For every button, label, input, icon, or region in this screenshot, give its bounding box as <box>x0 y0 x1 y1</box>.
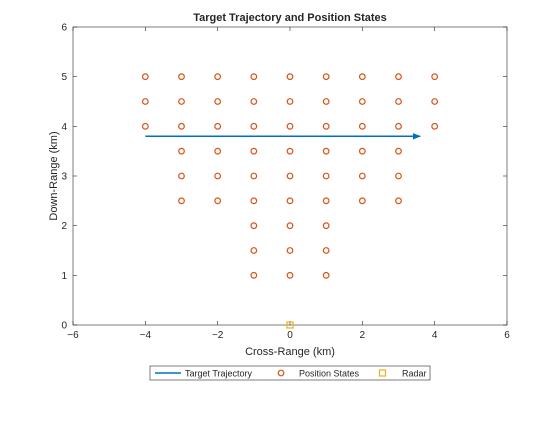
y-tick-label: 4 <box>61 122 67 133</box>
position-state-point <box>395 122 402 130</box>
position-state-point <box>395 147 402 155</box>
position-state-point <box>214 98 222 105</box>
position-state-point <box>178 98 185 105</box>
x-tick-label: 6 <box>504 330 510 341</box>
position-state-point <box>286 247 294 254</box>
y-tick-label: 1 <box>61 271 67 282</box>
position-state-point <box>178 147 185 155</box>
x-axis-label: Cross-Range (km) <box>245 346 335 358</box>
position-state-point <box>250 172 258 180</box>
position-state-point <box>141 73 149 81</box>
position-state-point <box>322 271 330 279</box>
legend-circle-marker-icon <box>277 369 285 377</box>
position-state-point <box>322 122 330 130</box>
position-state-point <box>250 98 258 105</box>
x-tick-label: 0 <box>287 330 293 341</box>
position-state-point <box>358 147 366 155</box>
position-state-point <box>358 122 366 130</box>
ticks: −6 −4 −2 0 2 4 6 0 1 2 3 4 5 6 <box>61 23 510 342</box>
position-state-point <box>322 247 330 254</box>
position-state-point <box>322 197 330 205</box>
legend-label-trajectory: Target Trajectory <box>185 369 253 379</box>
position-state-point <box>286 147 294 155</box>
position-state-point <box>358 98 366 105</box>
position-state-point <box>286 271 294 279</box>
position-state-point <box>214 172 222 180</box>
position-state-point <box>250 222 258 230</box>
position-state-point <box>178 172 185 180</box>
position-state-point <box>322 172 330 180</box>
position-state-point <box>358 172 366 180</box>
y-tick-label: 3 <box>61 172 67 183</box>
legend-box <box>149 365 431 381</box>
legend-square-marker-icon <box>378 369 387 377</box>
position-state-point <box>395 73 402 81</box>
position-state-point <box>178 122 185 130</box>
position-state-point <box>250 197 258 205</box>
position-state-point <box>250 247 258 254</box>
y-tick-label: 6 <box>61 23 67 34</box>
position-state-point <box>214 147 222 155</box>
x-tick-label: −2 <box>212 330 224 341</box>
position-state-point <box>431 73 439 81</box>
radar-point <box>286 321 294 329</box>
legend-label-radar: Radar <box>402 369 427 379</box>
position-state-point <box>250 122 258 130</box>
position-state-point <box>286 122 294 130</box>
x-tick-label: 4 <box>432 330 438 341</box>
position-state-point <box>214 73 222 81</box>
x-tick-label: −6 <box>67 330 79 341</box>
position-state-point <box>286 222 294 230</box>
position-state-point <box>358 197 366 205</box>
position-state-point <box>214 197 222 205</box>
y-tick-label: 5 <box>61 72 67 83</box>
position-state-point <box>322 98 330 105</box>
position-state-point <box>250 73 258 81</box>
position-state-point <box>286 98 294 105</box>
legend-label-position-states: Position States <box>299 369 360 379</box>
x-tick-label: −4 <box>140 330 152 341</box>
position-state-point <box>322 73 330 81</box>
position-state-point <box>358 73 366 81</box>
chart-title: Target Trajectory and Position States <box>193 12 387 24</box>
position-state-point <box>141 122 149 130</box>
position-state-point <box>250 147 258 155</box>
x-tick-label: 2 <box>360 330 366 341</box>
position-state-point <box>431 98 439 105</box>
position-state-point <box>286 197 294 205</box>
position-state-point <box>322 222 330 230</box>
position-state-point <box>395 172 402 180</box>
legend: Target Trajectory Position States Radar <box>149 365 431 381</box>
position-state-point <box>250 271 258 279</box>
y-tick-label: 2 <box>61 221 67 232</box>
position-state-point <box>214 122 222 130</box>
position-state-point <box>141 98 149 105</box>
position-state-point <box>322 147 330 155</box>
position-state-point <box>286 172 294 180</box>
position-state-point <box>395 98 402 105</box>
position-state-point <box>431 122 439 130</box>
y-tick-label: 0 <box>61 321 67 332</box>
series <box>141 73 439 329</box>
plot-area <box>72 26 508 326</box>
position-state-point <box>395 197 402 205</box>
position-state-point <box>286 73 294 81</box>
y-axis-label: Down-Range (km) <box>48 131 60 220</box>
position-state-point <box>178 197 185 205</box>
position-state-point <box>178 73 185 81</box>
